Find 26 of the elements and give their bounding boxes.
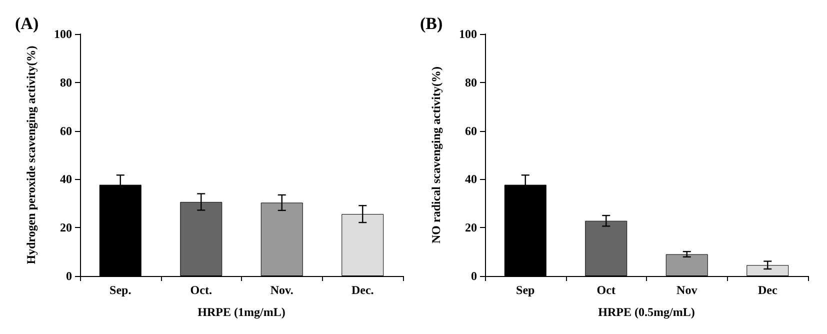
- y-tick-label: 0: [471, 269, 477, 283]
- y-tick-label: 60: [465, 124, 477, 138]
- x-tick-label: Oct.: [190, 283, 212, 297]
- y-tick-label: 40: [465, 172, 477, 186]
- x-tick-label: Sep: [516, 283, 536, 297]
- chart-title: (A): [15, 14, 39, 33]
- y-tick-label: 20: [465, 220, 477, 235]
- y-axis-title: Hydrogen peroxide scavenging activity(%): [24, 46, 38, 264]
- y-tick-label: 80: [60, 75, 72, 90]
- chart-title: (B): [420, 14, 443, 33]
- y-tick-label: 100: [459, 27, 477, 41]
- x-axis-title: HRPE (1mg/mL): [198, 305, 286, 319]
- y-tick-label: 40: [60, 172, 72, 186]
- y-tick-label: 60: [60, 124, 72, 138]
- x-tick-label: Dec: [758, 283, 778, 297]
- x-tick-label: Nov.: [270, 283, 294, 297]
- y-tick-label: 20: [60, 220, 72, 235]
- x-tick-label: Nov: [676, 283, 698, 297]
- y-tick-label: 80: [465, 75, 477, 90]
- y-tick-label: 0: [66, 269, 72, 283]
- x-axis-title: HRPE (0.5mg/mL): [598, 305, 695, 319]
- x-tick-label: Dec.: [351, 283, 374, 297]
- x-tick-label: Oct: [596, 283, 616, 297]
- y-tick-label: 100: [54, 27, 72, 41]
- y-axis-title: NO radical scavenging activity(%): [429, 66, 443, 244]
- x-tick-label: Sep.: [110, 283, 132, 297]
